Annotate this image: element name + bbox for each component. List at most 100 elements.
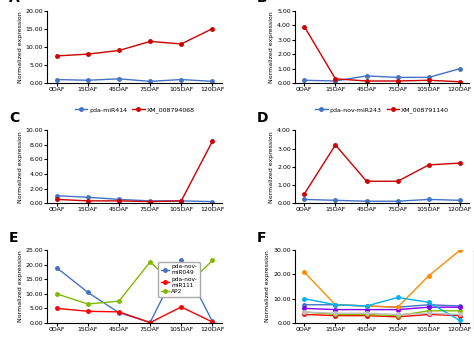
pda-nov-
miR030 [364, 304, 369, 308]
XM_008791140 [395, 179, 401, 183]
pda-nov-
miR241 [426, 300, 432, 304]
pda-nov-
miR188 [457, 248, 463, 252]
Legend: pda-nov-miR243, XM_008791140: pda-nov-miR243, XM_008791140 [314, 106, 450, 114]
pda-nov-
miR030 [457, 304, 463, 308]
XM_008804402 [116, 48, 122, 53]
pda-nov-
miR241 [301, 297, 307, 301]
Text: F: F [256, 231, 266, 245]
pda-nov-miR243 [426, 197, 432, 201]
pda-nov-
miR089 [364, 307, 369, 312]
pda-nov-
miR070 [364, 312, 369, 317]
Y-axis label: Normalized expression: Normalized expression [265, 251, 270, 323]
pda-nov-
miR089 [426, 305, 432, 309]
pda-nov-
miR032 [395, 315, 401, 319]
pda-nov-miR243 [457, 198, 463, 203]
pda-nov-miR110 [210, 79, 215, 84]
pda-nov-
miR049 [147, 320, 153, 324]
AP2 [116, 299, 122, 303]
pda-nov-
miR049 [54, 266, 60, 270]
pda-nov-
miR188 [364, 304, 369, 308]
Line: XM_008777200: XM_008777200 [302, 25, 462, 84]
XM_008804402 [85, 52, 91, 56]
Y-axis label: Normalized expression: Normalized expression [18, 11, 23, 83]
Y-axis label: Normalized expression: Normalized expression [269, 11, 274, 83]
pda-nov-
miR188 [426, 273, 432, 278]
Y-axis label: Normalized expression: Normalized expression [269, 131, 274, 203]
AP2 [178, 289, 184, 293]
XM_008791140 [333, 143, 338, 147]
Text: A: A [9, 0, 20, 5]
pda-nov-
miR111 [85, 309, 91, 313]
pda-nov-miR110 [85, 78, 91, 82]
Line: pda-nov-
miR188: pda-nov- miR188 [302, 249, 462, 309]
XM_008794068 [54, 197, 60, 201]
pda-miR414 [210, 199, 215, 204]
XM_008791140 [364, 179, 369, 183]
pda-nov-miR110 [147, 79, 153, 84]
pda-nov-
miR188 [333, 303, 338, 307]
Legend: pda-nov-
miR049, pda-nov-
miR111, AP2: pda-nov- miR049, pda-nov- miR111, AP2 [158, 262, 200, 297]
pda-nov-miR204 [457, 67, 463, 71]
Line: pda-nov-miR243: pda-nov-miR243 [302, 198, 462, 203]
XM_008794068 [178, 199, 184, 203]
Line: pda-nov-
miR070: pda-nov- miR070 [302, 309, 462, 317]
pda-nov-
miR111 [116, 310, 122, 314]
Y-axis label: Normalized expression: Normalized expression [18, 131, 23, 203]
XM_008794068 [210, 139, 215, 144]
Y-axis label: Normalized expression: Normalized expression [18, 251, 23, 323]
Line: AP2: AP2 [55, 259, 214, 306]
pda-nov-
miR089 [301, 306, 307, 311]
pda-nov-
miR049 [178, 258, 184, 263]
AP2 [147, 260, 153, 264]
Line: pda-nov-
miR049: pda-nov- miR049 [55, 259, 214, 324]
pda-nov-miR110 [178, 78, 184, 82]
Line: pda-nov-
miR111: pda-nov- miR111 [55, 305, 214, 324]
pda-nov-
miR049 [210, 319, 215, 324]
XM_008794068 [85, 199, 91, 203]
pda-nov-
miR241 [333, 303, 338, 307]
SBP [457, 312, 463, 317]
Line: pda-nov-
miR032: pda-nov- miR032 [302, 313, 462, 319]
pda-nov-
miR032 [364, 313, 369, 318]
Line: pda-miR414: pda-miR414 [55, 194, 214, 203]
XM_008804402 [147, 39, 153, 44]
pda-nov-
miR032 [333, 313, 338, 318]
pda-nov-miR110 [54, 78, 60, 82]
pda-nov-miR204 [333, 79, 338, 83]
pda-miR414 [147, 199, 153, 203]
pda-nov-
miR030 [333, 303, 338, 307]
pda-nov-
miR070 [395, 313, 401, 318]
pda-miR414 [178, 199, 184, 203]
pda-nov-miR204 [301, 78, 307, 82]
pda-miR414 [85, 195, 91, 199]
pda-nov-
miR111 [210, 320, 215, 324]
Text: B: B [256, 0, 267, 5]
pda-nov-
miR070 [426, 309, 432, 313]
pda-nov-miR243 [333, 198, 338, 203]
pda-nov-
miR049 [116, 311, 122, 315]
XM_008804402 [178, 42, 184, 46]
AP2 [210, 258, 215, 263]
XM_008794068 [147, 199, 153, 204]
pda-nov-
miR241 [364, 304, 369, 308]
pda-nov-miR110 [116, 77, 122, 81]
pda-nov-miR204 [364, 74, 369, 78]
pda-nov-
miR188 [395, 305, 401, 309]
XM_008777200 [457, 80, 463, 84]
pda-nov-
miR032 [301, 312, 307, 317]
XM_008804402 [54, 54, 60, 58]
pda-nov-
miR241 [395, 296, 401, 300]
Line: pda-nov-
miR030: pda-nov- miR030 [302, 303, 462, 309]
pda-nov-
miR111 [178, 305, 184, 309]
pda-nov-
miR089 [457, 305, 463, 309]
pda-nov-
miR030 [426, 303, 432, 307]
pda-nov-
miR111 [54, 306, 60, 311]
XM_008794068 [116, 199, 122, 203]
pda-nov-miR204 [426, 75, 432, 79]
pda-miR414 [116, 197, 122, 201]
pda-nov-
miR030 [395, 305, 401, 309]
SBP [364, 311, 369, 315]
Line: XM_008791140: XM_008791140 [302, 143, 462, 196]
XM_008777200 [364, 79, 369, 83]
Line: pda-nov-miR110: pda-nov-miR110 [55, 77, 214, 83]
